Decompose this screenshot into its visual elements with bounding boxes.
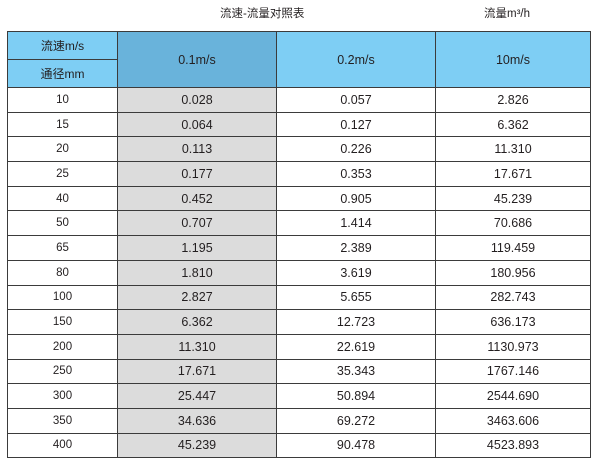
cell-flow-at-0-2: 5.655 bbox=[276, 284, 436, 311]
cell-bore-diameter: 250 bbox=[7, 358, 118, 385]
cell-flow-at-10: 45.239 bbox=[435, 185, 591, 212]
table-row: 250 17.671 35.343 1767.146 bbox=[7, 358, 591, 385]
cell-flow-at-0-2: 69.272 bbox=[276, 407, 436, 434]
cell-flow-at-0-1: 25.447 bbox=[117, 383, 277, 409]
cell-flow-at-0-2: 0.353 bbox=[276, 161, 436, 187]
header-column-velocity-0-2: 0.2m/s bbox=[276, 31, 436, 88]
cell-flow-at-0-1: 0.064 bbox=[117, 111, 277, 138]
cell-flow-at-10: 11.310 bbox=[435, 136, 591, 163]
table-row: 10 0.028 0.057 2.826 bbox=[7, 87, 591, 113]
cell-bore-diameter: 15 bbox=[7, 111, 118, 138]
table-row: 200 11.310 22.619 1130.973 bbox=[7, 333, 591, 360]
cell-bore-diameter: 40 bbox=[7, 185, 118, 212]
cell-flow-at-0-2: 3.619 bbox=[276, 259, 436, 286]
cell-flow-at-0-1: 0.177 bbox=[117, 161, 277, 187]
cell-bore-diameter: 65 bbox=[7, 235, 118, 261]
cell-flow-at-0-1: 0.113 bbox=[117, 136, 277, 163]
cell-flow-at-10: 2.826 bbox=[435, 87, 591, 113]
cell-flow-at-0-1: 6.362 bbox=[117, 309, 277, 335]
cell-flow-at-0-2: 0.127 bbox=[276, 111, 436, 138]
page-title: 流速-流量对照表 bbox=[220, 8, 305, 20]
flow-rate-unit-label: 流量m³/h bbox=[484, 8, 530, 20]
cell-flow-at-10: 282.743 bbox=[435, 284, 591, 311]
cell-flow-at-0-1: 2.827 bbox=[117, 284, 277, 311]
cell-bore-diameter: 150 bbox=[7, 309, 118, 335]
table-row: 50 0.707 1.414 70.686 bbox=[7, 210, 591, 237]
cell-flow-at-0-2: 90.478 bbox=[276, 432, 436, 459]
cell-flow-at-10: 4523.893 bbox=[435, 432, 591, 459]
table-row: 40 0.452 0.905 45.239 bbox=[7, 185, 591, 212]
cell-flow-at-10: 1130.973 bbox=[435, 333, 591, 360]
cell-flow-at-0-1: 17.671 bbox=[117, 358, 277, 385]
cell-flow-at-10: 119.459 bbox=[435, 235, 591, 261]
header-velocity-label: 流速m/s bbox=[7, 31, 118, 60]
cell-flow-at-10: 2544.690 bbox=[435, 383, 591, 409]
cell-bore-diameter: 25 bbox=[7, 161, 118, 187]
header-bore-label: 通径mm bbox=[7, 59, 118, 88]
table-row: 300 25.447 50.894 2544.690 bbox=[7, 383, 591, 409]
table-row: 65 1.195 2.389 119.459 bbox=[7, 235, 591, 261]
cell-flow-at-0-1: 1.810 bbox=[117, 259, 277, 286]
cell-flow-at-0-2: 2.389 bbox=[276, 235, 436, 261]
cell-flow-at-10: 1767.146 bbox=[435, 358, 591, 385]
table-row: 150 6.362 12.723 636.173 bbox=[7, 309, 591, 335]
cell-bore-diameter: 100 bbox=[7, 284, 118, 311]
cell-flow-at-10: 180.956 bbox=[435, 259, 591, 286]
table-row: 20 0.113 0.226 11.310 bbox=[7, 136, 591, 163]
cell-flow-at-0-2: 35.343 bbox=[276, 358, 436, 385]
cell-flow-at-10: 636.173 bbox=[435, 309, 591, 335]
cell-flow-at-0-2: 0.057 bbox=[276, 87, 436, 113]
cell-flow-at-0-2: 0.226 bbox=[276, 136, 436, 163]
cell-bore-diameter: 50 bbox=[7, 210, 118, 237]
table-header: 流速m/s 0.1m/s 0.2m/s 10m/s 通径mm bbox=[7, 31, 591, 88]
cell-bore-diameter: 80 bbox=[7, 259, 118, 286]
table-row: 100 2.827 5.655 282.743 bbox=[7, 284, 591, 311]
cell-flow-at-10: 6.362 bbox=[435, 111, 591, 138]
table-header-row-bottom: 通径mm bbox=[7, 59, 591, 88]
cell-flow-at-0-2: 1.414 bbox=[276, 210, 436, 237]
cell-bore-diameter: 300 bbox=[7, 383, 118, 409]
table-row: 80 1.810 3.619 180.956 bbox=[7, 259, 591, 286]
cell-flow-at-10: 70.686 bbox=[435, 210, 591, 237]
cell-flow-at-0-1: 0.452 bbox=[117, 185, 277, 212]
cell-flow-at-10: 17.671 bbox=[435, 161, 591, 187]
cell-flow-at-0-1: 11.310 bbox=[117, 333, 277, 360]
cell-flow-at-0-1: 0.028 bbox=[117, 87, 277, 113]
cell-flow-at-0-2: 0.905 bbox=[276, 185, 436, 212]
header-column-velocity-10: 10m/s bbox=[435, 31, 591, 88]
cell-bore-diameter: 10 bbox=[7, 87, 118, 113]
cell-flow-at-0-2: 22.619 bbox=[276, 333, 436, 360]
cell-bore-diameter: 400 bbox=[7, 432, 118, 459]
cell-flow-at-0-1: 34.636 bbox=[117, 407, 277, 434]
header-column-velocity-0-1: 0.1m/s bbox=[117, 31, 277, 88]
cell-flow-at-0-2: 12.723 bbox=[276, 309, 436, 335]
cell-flow-at-0-1: 0.707 bbox=[117, 210, 277, 237]
cell-flow-at-0-1: 1.195 bbox=[117, 235, 277, 261]
table-row: 25 0.177 0.353 17.671 bbox=[7, 161, 591, 187]
table-body: 10 0.028 0.057 2.826 15 0.064 0.127 6.362 20 0.11… bbox=[7, 87, 591, 459]
table-row: 15 0.064 0.127 6.362 bbox=[7, 111, 591, 138]
table-header-row-top: 流速m/s 0.1m/s 0.2m/s 10m/s bbox=[7, 31, 591, 88]
cell-flow-at-0-1: 45.239 bbox=[117, 432, 277, 459]
cell-bore-diameter: 20 bbox=[7, 136, 118, 163]
flow-velocity-comparison-table: 流速m/s 0.1m/s 0.2m/s 10m/s 通径mm 10 0.028 0.… bbox=[7, 31, 591, 459]
cell-bore-diameter: 350 bbox=[7, 407, 118, 434]
table-row: 350 34.636 69.272 3463.606 bbox=[7, 407, 591, 434]
cell-flow-at-10: 3463.606 bbox=[435, 407, 591, 434]
cell-flow-at-0-2: 50.894 bbox=[276, 383, 436, 409]
table-row: 400 45.239 90.478 4523.893 bbox=[7, 432, 591, 459]
cell-bore-diameter: 200 bbox=[7, 333, 118, 360]
